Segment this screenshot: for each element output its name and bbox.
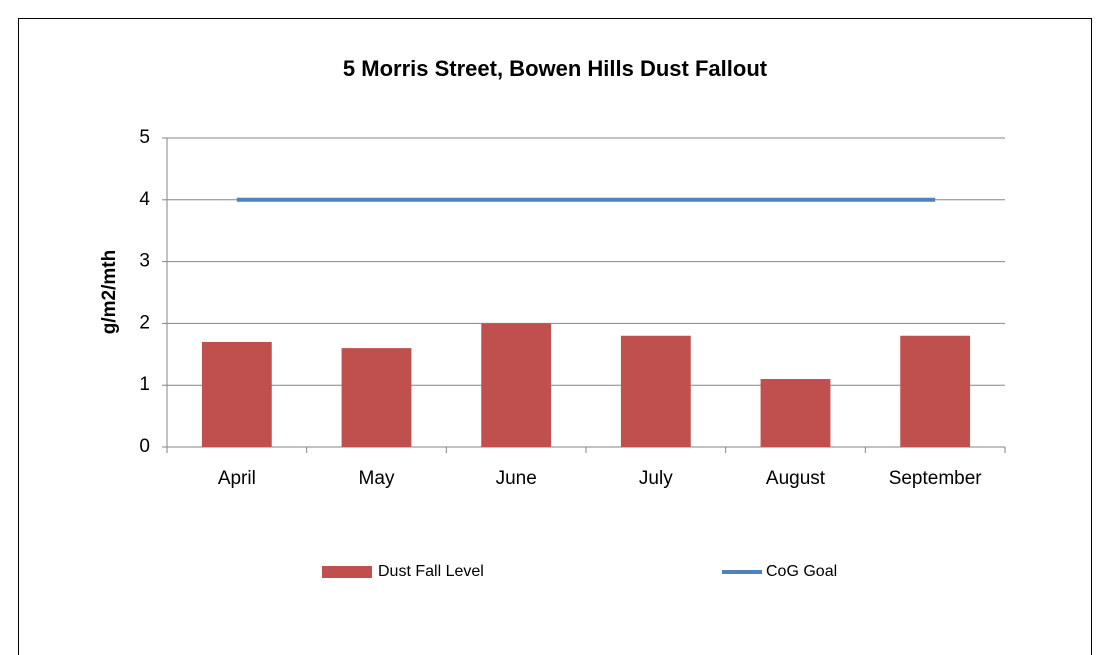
x-tick-label: May xyxy=(359,468,395,489)
x-tick-label: June xyxy=(496,468,537,489)
y-tick-label: 0 xyxy=(139,436,150,457)
x-tick-label: September xyxy=(889,468,983,489)
legend-label: Dust Fall Level xyxy=(378,563,484,580)
bar xyxy=(900,335,971,447)
bar xyxy=(341,348,412,447)
legend-swatch xyxy=(322,566,372,578)
y-tick-label: 4 xyxy=(139,189,150,210)
x-tick-label: July xyxy=(639,468,673,489)
x-tick-label: August xyxy=(766,468,826,489)
y-tick-label: 1 xyxy=(139,374,150,395)
x-tick-label: April xyxy=(218,468,256,489)
chart-title: 5 Morris Street, Bowen Hills Dust Fallou… xyxy=(343,56,768,81)
y-tick-label: 3 xyxy=(139,251,150,272)
bar xyxy=(481,323,552,447)
y-tick-label: 2 xyxy=(139,312,150,333)
bar xyxy=(620,335,691,447)
bar xyxy=(201,341,272,447)
legend-label: CoG Goal xyxy=(766,563,837,580)
y-axis-label: g/m2/mth xyxy=(99,250,120,334)
y-tick-label: 5 xyxy=(139,127,150,148)
bar xyxy=(760,379,831,447)
